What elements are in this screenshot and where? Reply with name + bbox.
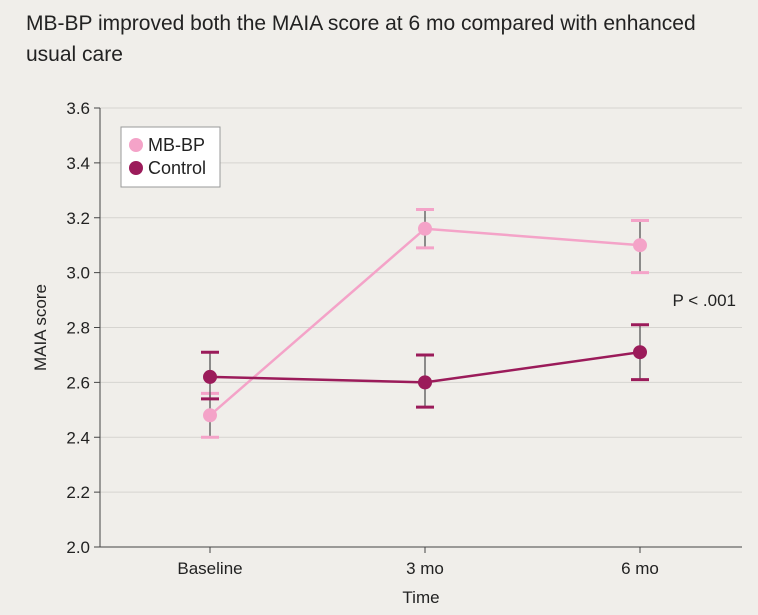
data-point xyxy=(203,408,217,423)
chart-title: MB-BP improved both the MAIA score at 6 … xyxy=(26,12,696,66)
y-tick-label: 3.6 xyxy=(66,99,90,118)
x-tick-label: 3 mo xyxy=(406,559,444,578)
data-point xyxy=(418,375,432,390)
y-tick-label: 2.0 xyxy=(66,538,90,557)
data-point xyxy=(418,221,432,236)
y-tick-label: 2.8 xyxy=(66,319,90,338)
x-tick-label: Baseline xyxy=(177,559,242,578)
y-tick-label: 3.4 xyxy=(66,154,90,173)
y-tick-label: 3.0 xyxy=(66,264,90,283)
x-axis-label: Time xyxy=(402,588,439,607)
x-tick-label: 6 mo xyxy=(621,559,659,578)
legend-label: MB-BP xyxy=(148,135,205,155)
legend-marker xyxy=(129,161,143,175)
legend-box xyxy=(120,126,221,188)
y-axis-label: MAIA score xyxy=(31,284,50,371)
data-point xyxy=(633,238,647,253)
data-point xyxy=(633,345,647,360)
data-point xyxy=(203,369,217,384)
legend-marker xyxy=(129,138,143,152)
y-tick-label: 2.6 xyxy=(66,373,90,392)
p-value-annotation: P < .001 xyxy=(673,291,737,310)
legend-label: Control xyxy=(148,158,206,178)
y-tick-label: 2.2 xyxy=(66,483,90,502)
y-tick-label: 2.4 xyxy=(66,428,90,447)
y-tick-label: 3.2 xyxy=(66,209,90,228)
